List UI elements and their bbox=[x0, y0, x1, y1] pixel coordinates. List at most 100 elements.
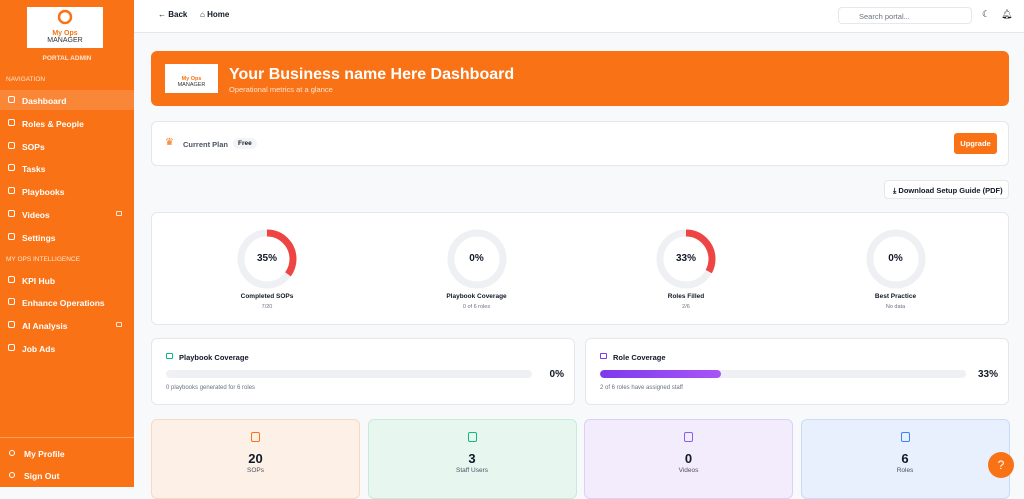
coverage-title: Playbook Coverage bbox=[179, 353, 249, 362]
upgrade-button[interactable]: Upgrade bbox=[954, 133, 997, 154]
nav-icon bbox=[8, 210, 15, 217]
nav-icon bbox=[8, 141, 15, 149]
search-placeholder: Search portal... bbox=[859, 12, 910, 21]
logo-text: MANAGER bbox=[177, 82, 206, 88]
plan-badge: Free bbox=[233, 138, 257, 149]
stat-icon bbox=[251, 432, 260, 442]
stat-card: 20 SOPs bbox=[151, 419, 360, 499]
download-button[interactable]: ⤓ Download Setup Guide (PDF) bbox=[884, 180, 1009, 199]
logo-text: MANAGER bbox=[47, 37, 83, 44]
back-button[interactable]: ← Back bbox=[158, 10, 188, 19]
nav-icon bbox=[8, 96, 15, 103]
nav-item[interactable]: AI Analysis bbox=[22, 321, 68, 332]
download-text: Download Setup Guide (PDF) bbox=[898, 186, 1003, 195]
stat-card: 6 Roles bbox=[800, 419, 1010, 499]
footer-icon bbox=[9, 472, 15, 478]
coverage-value: 33% bbox=[977, 369, 998, 380]
stat-card: 3 Staff Users bbox=[367, 419, 577, 499]
nav-icon bbox=[8, 232, 15, 240]
gauge bbox=[866, 229, 925, 289]
stat-icon bbox=[900, 432, 910, 442]
coverage-title: Role Coverage bbox=[613, 353, 666, 362]
nav-item[interactable]: Settings bbox=[22, 232, 56, 243]
nav-item[interactable]: Playbooks bbox=[22, 187, 65, 198]
stat-value: 0 bbox=[684, 451, 693, 466]
progress-fill bbox=[600, 370, 721, 378]
gauge-detail: 2/6 bbox=[682, 304, 690, 310]
nav-icon bbox=[8, 187, 15, 195]
gauge-detail: No data bbox=[885, 304, 906, 310]
coverage-card: Playbook Coverage 0% 0 playbooks generated… bbox=[151, 338, 575, 405]
gauge-card: 35% Completed SOPs 7/20 0% Playbook Coverage… bbox=[151, 212, 1009, 325]
banner-subtitle: Operational metrics at a glance bbox=[229, 85, 333, 94]
section-title: NAVIGATION bbox=[6, 76, 46, 83]
coverage-detail: 2 of 6 roles have assigned staff bbox=[600, 385, 683, 391]
sidebar: My Ops MANAGER PORTAL ADMIN NAVIGATION Da… bbox=[0, 0, 134, 487]
notifications[interactable]: 🔔︎ bbox=[1001, 9, 1013, 19]
nav-item[interactable]: Videos bbox=[22, 210, 50, 220]
gauge-detail: 0 of 6 roles bbox=[462, 304, 491, 310]
nav-item[interactable]: SOPs bbox=[22, 141, 45, 152]
nav-item[interactable]: Roles & People bbox=[22, 118, 84, 129]
stat-value: 6 bbox=[901, 451, 909, 466]
footer-item[interactable]: Sign Out bbox=[24, 471, 60, 481]
divider bbox=[0, 437, 134, 438]
logo-text: My Ops bbox=[52, 30, 78, 37]
gauge bbox=[656, 229, 716, 289]
nav-item[interactable]: Job Ads bbox=[22, 344, 56, 354]
gauge bbox=[237, 229, 297, 289]
gauge-title: Best Practice bbox=[874, 293, 917, 300]
nav-item[interactable]: Enhance Operations bbox=[22, 298, 105, 309]
stat-label: Videos bbox=[678, 467, 699, 474]
stat-label: Staff Users bbox=[455, 467, 489, 474]
theme-toggle[interactable]: ☾ bbox=[982, 9, 991, 19]
gauge-arc bbox=[237, 229, 297, 289]
banner-title: Your Business name Here Dashboard bbox=[229, 66, 515, 83]
coverage-value: 0% bbox=[549, 369, 564, 380]
gauge-track bbox=[447, 229, 506, 289]
progress-track bbox=[166, 370, 532, 378]
nav-icon bbox=[8, 164, 15, 172]
help-button[interactable]: ? bbox=[988, 452, 1014, 478]
gauge-title: Roles Filled bbox=[667, 293, 705, 300]
home-button[interactable]: ⌂ Home bbox=[200, 10, 230, 19]
logo-text: My Ops bbox=[181, 76, 202, 82]
nav-item[interactable]: KPI Hub bbox=[22, 275, 56, 286]
coverage-icon bbox=[166, 353, 173, 359]
topbar: ← Back ⌂ Home Search portal... ☾ 🔔︎ bbox=[134, 0, 1024, 33]
gauge-value: 35% bbox=[256, 253, 277, 264]
nav-icon bbox=[8, 118, 15, 126]
plan-card: ♛ Current Plan Free Upgrade bbox=[151, 121, 1009, 166]
banner-logo: My Ops MANAGER bbox=[165, 64, 218, 93]
coverage-card: Role Coverage 33% 2 of 6 roles have assign… bbox=[585, 338, 1009, 405]
role: PORTAL ADMIN bbox=[42, 55, 92, 62]
lock-icon bbox=[116, 322, 122, 328]
section-title: MY OPS INTELLIGENCE bbox=[6, 255, 80, 263]
gauge-value: 33% bbox=[675, 253, 696, 264]
progress-track bbox=[600, 370, 966, 378]
stat-value: 20 bbox=[248, 451, 263, 466]
nav-icon bbox=[8, 321, 15, 329]
gauge-title: Playbook Coverage bbox=[446, 293, 507, 300]
gauge-value: 0% bbox=[888, 253, 903, 264]
gauge-track bbox=[866, 229, 925, 289]
banner: My Ops MANAGER Your Business name Here Da… bbox=[151, 51, 1009, 106]
gauge-value: 0% bbox=[469, 253, 484, 264]
nav-item[interactable]: Tasks bbox=[22, 164, 46, 175]
stat-icon bbox=[467, 432, 477, 442]
home-text: Home bbox=[207, 10, 230, 19]
stat-card: 0 Videos bbox=[584, 419, 793, 499]
coverage-icon bbox=[600, 353, 607, 359]
lock-icon bbox=[116, 211, 122, 216]
nav-icon bbox=[8, 298, 15, 306]
nav-item[interactable]: Dashboard bbox=[0, 90, 134, 110]
stat-label: SOPs bbox=[247, 467, 264, 474]
footer-item[interactable]: My Profile bbox=[24, 449, 65, 459]
footer-icon bbox=[9, 450, 15, 456]
coverage-detail: 0 playbooks generated for 6 roles bbox=[166, 385, 256, 391]
logo-icon bbox=[57, 9, 73, 25]
search-box[interactable]: Search portal... bbox=[838, 7, 972, 24]
nav-icon bbox=[8, 275, 15, 283]
gauge-arc bbox=[656, 229, 716, 289]
